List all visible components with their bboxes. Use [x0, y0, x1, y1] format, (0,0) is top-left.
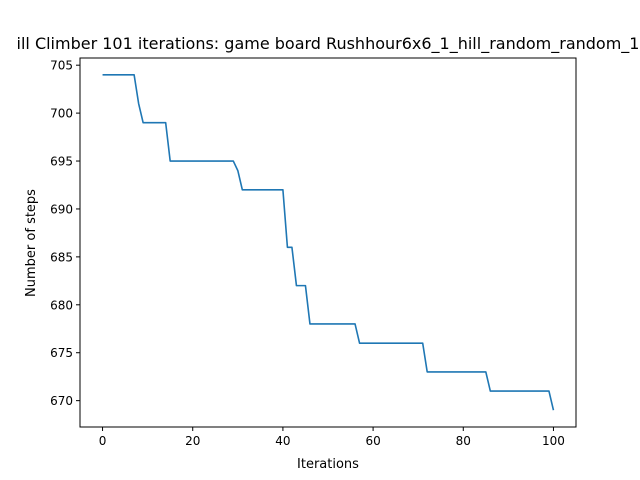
- y-axis-label: Number of steps: [24, 189, 39, 297]
- y-tick-label: 700: [50, 107, 73, 121]
- x-tick-label: 20: [185, 434, 200, 448]
- x-tick-label: 60: [365, 434, 380, 448]
- x-tick-label: 80: [456, 434, 471, 448]
- x-axis: 0 20 40 60 80 100: [99, 427, 565, 448]
- y-tick-label: 675: [50, 346, 73, 360]
- x-tick-label: 100: [542, 434, 565, 448]
- x-tick-label: 0: [99, 434, 107, 448]
- chart-title: ill Climber 101 iterations: game board R…: [17, 34, 640, 54]
- y-tick-label: 690: [50, 202, 73, 216]
- y-tick-label: 705: [50, 59, 73, 73]
- x-axis-label: Iterations: [297, 457, 359, 472]
- y-tick-label: 685: [50, 250, 73, 264]
- series-line-0: [102, 73, 555, 411]
- x-tick-label: 40: [275, 434, 290, 448]
- y-tick-label: 670: [50, 394, 73, 408]
- y-axis: 670 675 680 685 690 695 700 705: [50, 59, 80, 408]
- y-tick-label: 695: [50, 155, 73, 169]
- plot-area: [79, 57, 577, 428]
- axes-frame: [79, 57, 577, 428]
- y-tick-label: 680: [50, 298, 73, 312]
